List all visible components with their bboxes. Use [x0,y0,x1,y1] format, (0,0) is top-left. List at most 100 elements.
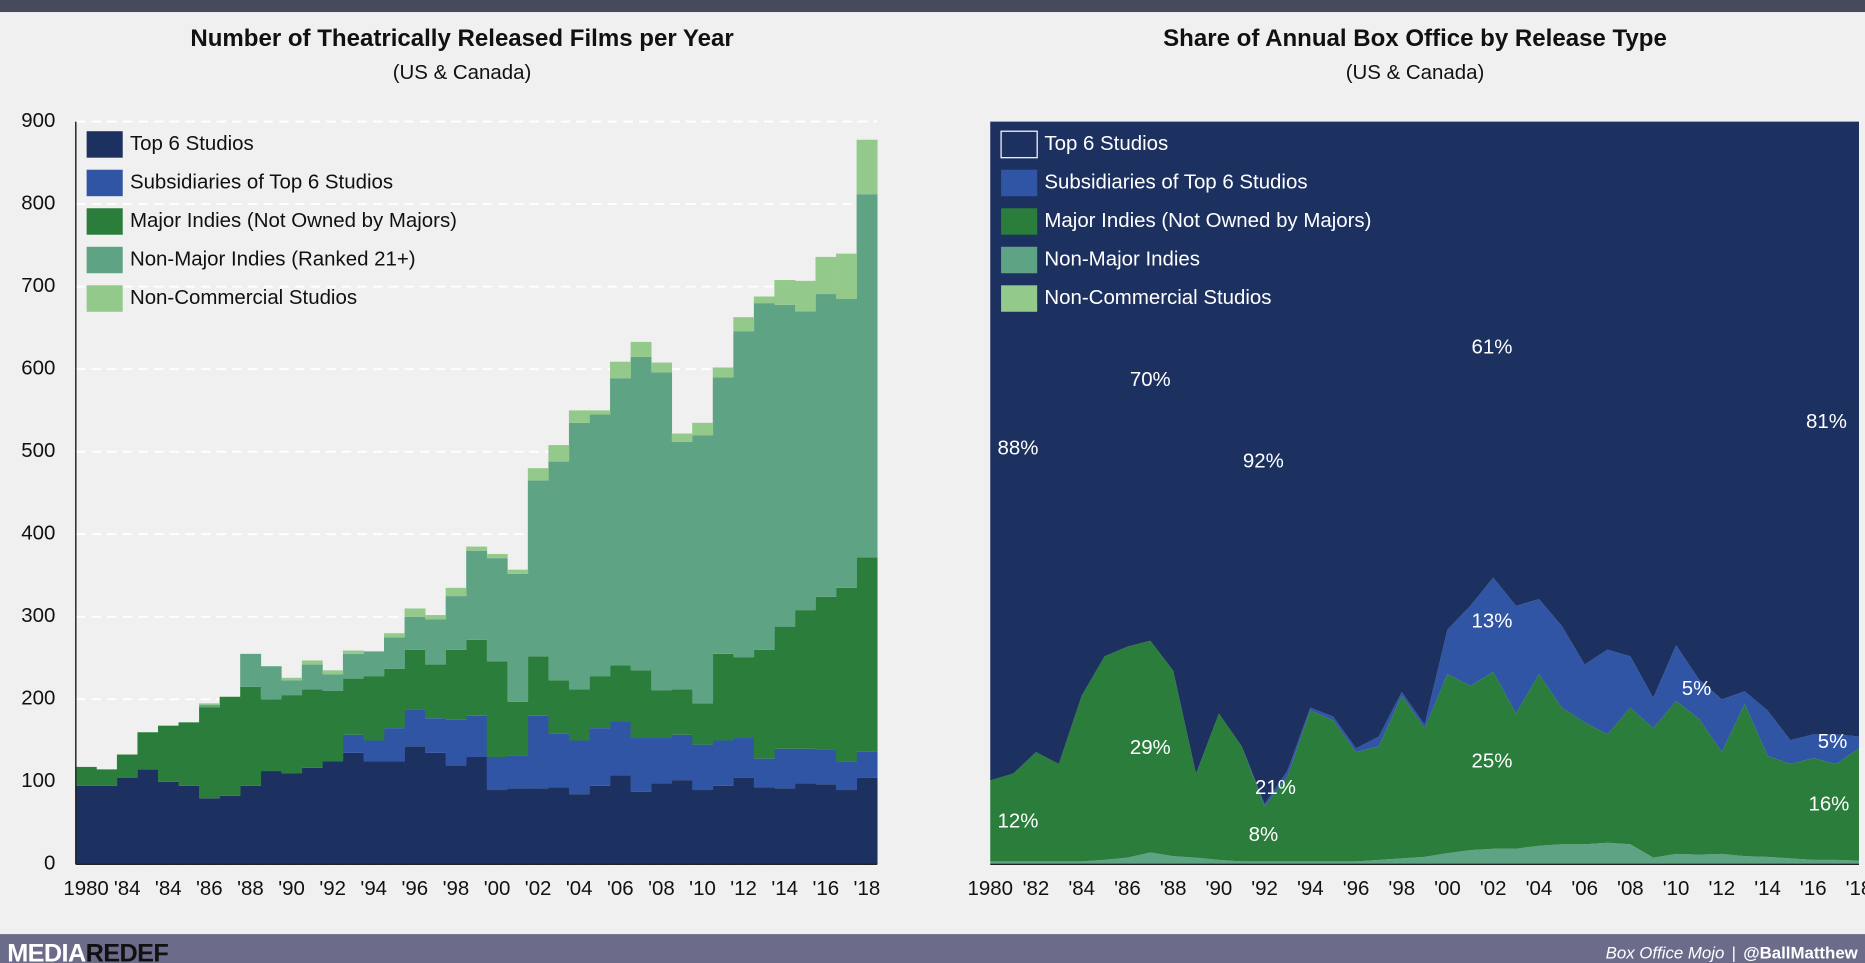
x-tick-label: '86 [196,877,223,900]
bar-segment [692,744,714,791]
bar-segment [219,795,241,865]
bar-segment [466,639,488,716]
source: Box Office Mojo [1606,944,1725,963]
legend-label: Subsidiaries of Top 6 Studios [1044,170,1307,193]
bar-segment [260,771,282,865]
legend-label: Non-Commercial Studios [1044,286,1271,309]
bar-segment [445,649,467,720]
x-tick-label: '96 [1343,877,1370,900]
bar-segment [815,749,837,785]
bar-segment [116,754,138,778]
bar-segment [342,650,364,654]
bar-segment [712,785,734,865]
bar-segment [630,356,652,671]
bar-segment [466,546,488,551]
legend-label: Major Indies (Not Owned by Majors) [1044,209,1371,232]
bar-segment [671,689,693,735]
legend-label: Subsidiaries of Top 6 Studios [130,170,393,193]
area [990,577,1859,807]
legend-swatch [1001,285,1038,312]
bar-segment [753,296,775,304]
bar-segment [753,303,775,650]
y-tick-label: 800 [21,192,55,215]
x-tick-label: '84 [155,877,182,900]
legend-swatch [86,169,123,197]
bar-segment [301,660,323,665]
x-tick-label: '08 [648,877,675,900]
chart-title: Number of Theatrically Released Films pe… [190,25,733,52]
x-tick-label: '92 [319,877,346,900]
bar-segment [692,435,714,704]
bar-segment [281,677,303,681]
bar-segment [384,633,405,638]
area [990,640,1859,862]
x-tick-label: '00 [484,877,511,900]
legend-swatch [86,285,123,312]
bar-segment [630,791,652,865]
brand: MEDIAREDEF [7,939,168,963]
y-tick-label: 100 [21,769,55,792]
bar-segment [486,790,508,865]
bar-segment [178,722,200,786]
bar-segment [342,734,364,753]
bar-segment [692,703,714,745]
bar-segment [836,587,857,762]
annotation: 5% [1682,677,1712,700]
x-tick-label: '84 [1068,877,1095,900]
bar-segment [794,748,816,784]
bar-segment [425,664,447,719]
bar-segment [856,139,878,195]
bar-segment [692,422,714,436]
y-tick-label: 600 [21,357,55,380]
bar-segment [733,317,755,332]
bar-segment [753,649,775,759]
area [990,842,1859,864]
bar-segment [219,696,241,796]
bar-segment [774,788,796,865]
bar-segment [671,433,693,442]
bar-segment [836,761,857,791]
bar-segment [774,304,796,627]
annotation: 13% [1472,610,1513,633]
bar-segment [281,773,303,865]
annotation: 61% [1472,335,1513,358]
bar-segment [425,615,447,620]
bar-segment [507,755,529,789]
bar-segment [794,311,816,611]
bar-segment [712,653,734,741]
bar-segment [445,587,467,597]
legend-label: Major Indies (Not Owned by Majors) [130,209,457,232]
annotation: 16% [1808,793,1849,816]
footer-credits: Box Office Mojo | @BallMatthew [1606,944,1859,963]
bar-segment [630,738,652,792]
bar-segment [836,790,857,865]
x-tick-label: 1980 [968,877,1013,900]
x-tick-label: '16 [1800,877,1827,900]
bar-segment [342,653,364,679]
bar-segment [589,728,611,786]
bar-segment [568,689,590,741]
bar-segment [712,740,734,786]
brand-media: MEDIA [7,939,86,963]
bar-segment [610,378,631,666]
bar-segment [96,785,118,865]
bar-segment [610,665,631,722]
legend-label: Non-Major Indies [1044,247,1200,270]
x-tick-label: '08 [1617,877,1644,900]
bar-segment [815,596,837,750]
annotation: 88% [997,436,1038,459]
area [990,121,1859,805]
bar-segment [610,361,631,379]
bar-segment [363,740,385,762]
legend-swatch [86,246,123,274]
bar-segment [651,362,673,373]
bar-segment [240,653,262,687]
bar-segment [199,798,220,865]
bar-segment [363,761,385,865]
bar-segment [507,788,529,865]
bar-segment [856,777,878,865]
bar-segment [157,781,179,865]
bar-segment [815,294,837,597]
bar-segment [589,414,611,677]
